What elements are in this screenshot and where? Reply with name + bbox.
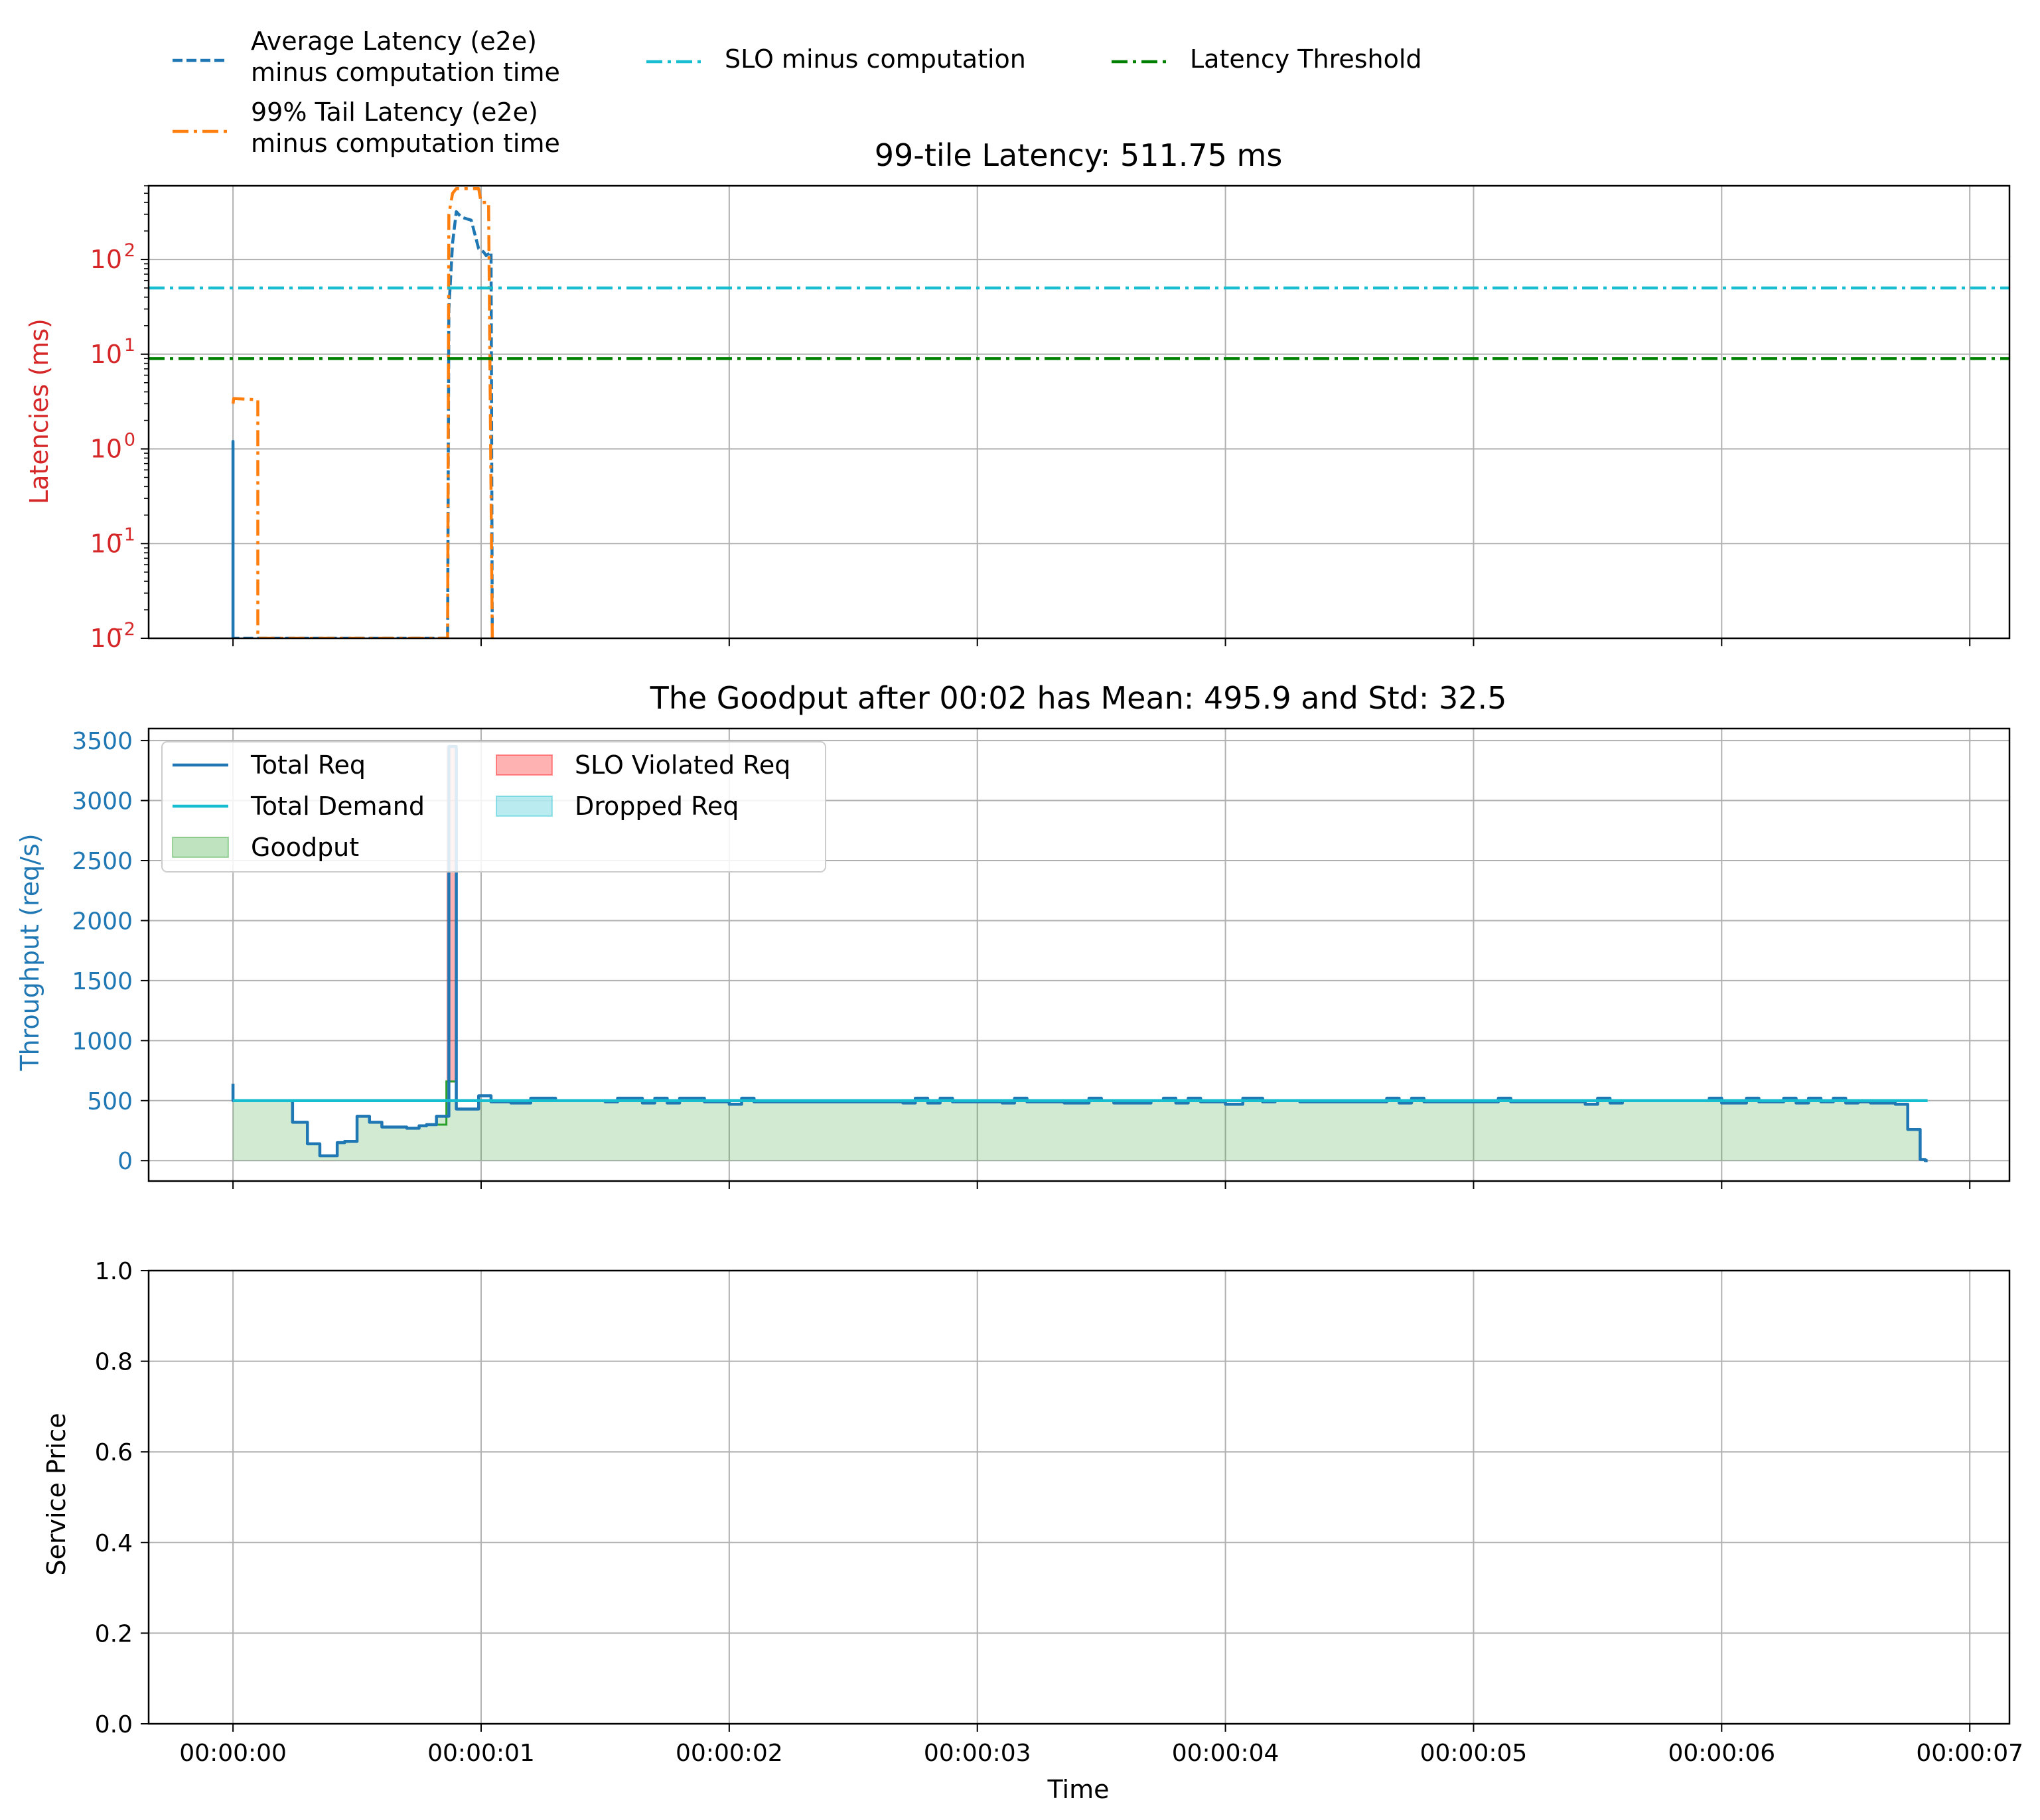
- y-tick-label: 10: [90, 340, 122, 369]
- axes-frame: [147, 727, 2011, 1182]
- x-tick-label: 00:00:02: [676, 1740, 783, 1767]
- axes-frame: [147, 184, 2011, 640]
- y-tick-label: 500: [87, 1088, 133, 1115]
- y-tick-label: 2500: [72, 848, 133, 875]
- price-y-axis-label: Service Price: [42, 1413, 71, 1575]
- legend-label: 99% Tail Latency (e2e): [251, 98, 538, 127]
- legend-label: Dropped Req: [575, 792, 739, 821]
- y-tick-exponent: 0: [124, 430, 135, 451]
- y-tick-label: 0.2: [95, 1620, 133, 1647]
- y-tick-label: 2000: [72, 908, 133, 935]
- throughput-chart: 0 500 1000 1500 2000 2500 3000 3500 Total Req Tot…: [72, 727, 2011, 1189]
- throughput-chart-title: The Goodput after 00:02 has Mean: 495.9 …: [650, 680, 1507, 716]
- y-tick-label: 0.4: [95, 1530, 133, 1557]
- plot-area: [231, 744, 1928, 1162]
- legend-label: Total Demand: [250, 792, 425, 821]
- y-tick-label: 0.8: [95, 1349, 133, 1376]
- x-tick-label: 00:00:04: [1172, 1740, 1279, 1767]
- legend-label: Average Latency (e2e): [251, 27, 537, 56]
- legend-label: SLO minus computation: [725, 44, 1026, 74]
- series-line-99-tail-latency-e2e-minus-computation-time: [231, 187, 494, 638]
- y-tick-exponent: 1: [124, 335, 135, 356]
- y-tick-exponent: 2: [124, 240, 135, 261]
- y-tick-label: 0.6: [95, 1439, 133, 1466]
- legend-swatch: [172, 837, 229, 858]
- x-tick-label: 00:00:03: [924, 1740, 1031, 1767]
- latency-y-axis-label: Latencies (ms): [25, 318, 54, 504]
- x-tick-label: 00:00:07: [1916, 1740, 2023, 1767]
- throughput-y-axis-label: Throughput (req/s): [15, 833, 44, 1071]
- y-tick-label: 10: [90, 529, 122, 558]
- y-tick-label: 10: [90, 624, 122, 653]
- legend-label: Latency Threshold: [1190, 44, 1422, 74]
- legend-label: minus computation time: [251, 58, 560, 87]
- x-tick-label: 00:00:06: [1668, 1740, 1775, 1767]
- axes-frame: [147, 1269, 2011, 1725]
- latency-chart-title: 99-tile Latency: 511.75 ms: [875, 137, 1283, 173]
- y-tick-label: 10: [90, 435, 122, 464]
- top-legend: Average Latency (e2e)minus computation t…: [173, 27, 1422, 158]
- x-tick-label: 00:00:00: [179, 1740, 287, 1767]
- y-tick-exponent: −2: [109, 619, 135, 640]
- y-tick-label: 1.0: [95, 1258, 133, 1285]
- legend-label: minus computation time: [251, 129, 560, 158]
- y-tick-label: 3000: [72, 788, 133, 815]
- y-tick-label: 10: [90, 245, 122, 274]
- y-tick-label: 0: [117, 1148, 133, 1175]
- x-axis-label: Time: [1047, 1775, 1110, 1804]
- legend-swatch: [496, 796, 553, 817]
- y-tick-label: 0.0: [95, 1711, 133, 1738]
- legend-label: Goodput: [251, 833, 359, 862]
- y-tick-label: 1500: [72, 968, 133, 995]
- legend-swatch: [496, 754, 553, 776]
- service-price-chart: 00:00:00 00:00:01 00:00:02 00:00:03 00:00:04…: [95, 1258, 2023, 1767]
- x-tick-label: 00:00:05: [1420, 1740, 1528, 1767]
- plot-area: [149, 187, 2009, 638]
- x-tick-label: 00:00:01: [427, 1740, 535, 1767]
- legend-label: SLO Violated Req: [575, 750, 790, 780]
- legend-box: [161, 741, 826, 873]
- goodput-area: [233, 1100, 1928, 1161]
- goodput-edge: [436, 1080, 457, 1126]
- y-tick-label: 3500: [72, 728, 133, 755]
- series-line-average-latency-e2e-minus-computation-time: [231, 210, 494, 638]
- legend-label: Total Req: [250, 750, 366, 780]
- y-tick-exponent: −1: [109, 524, 135, 545]
- y-tick-label: 1000: [72, 1028, 133, 1055]
